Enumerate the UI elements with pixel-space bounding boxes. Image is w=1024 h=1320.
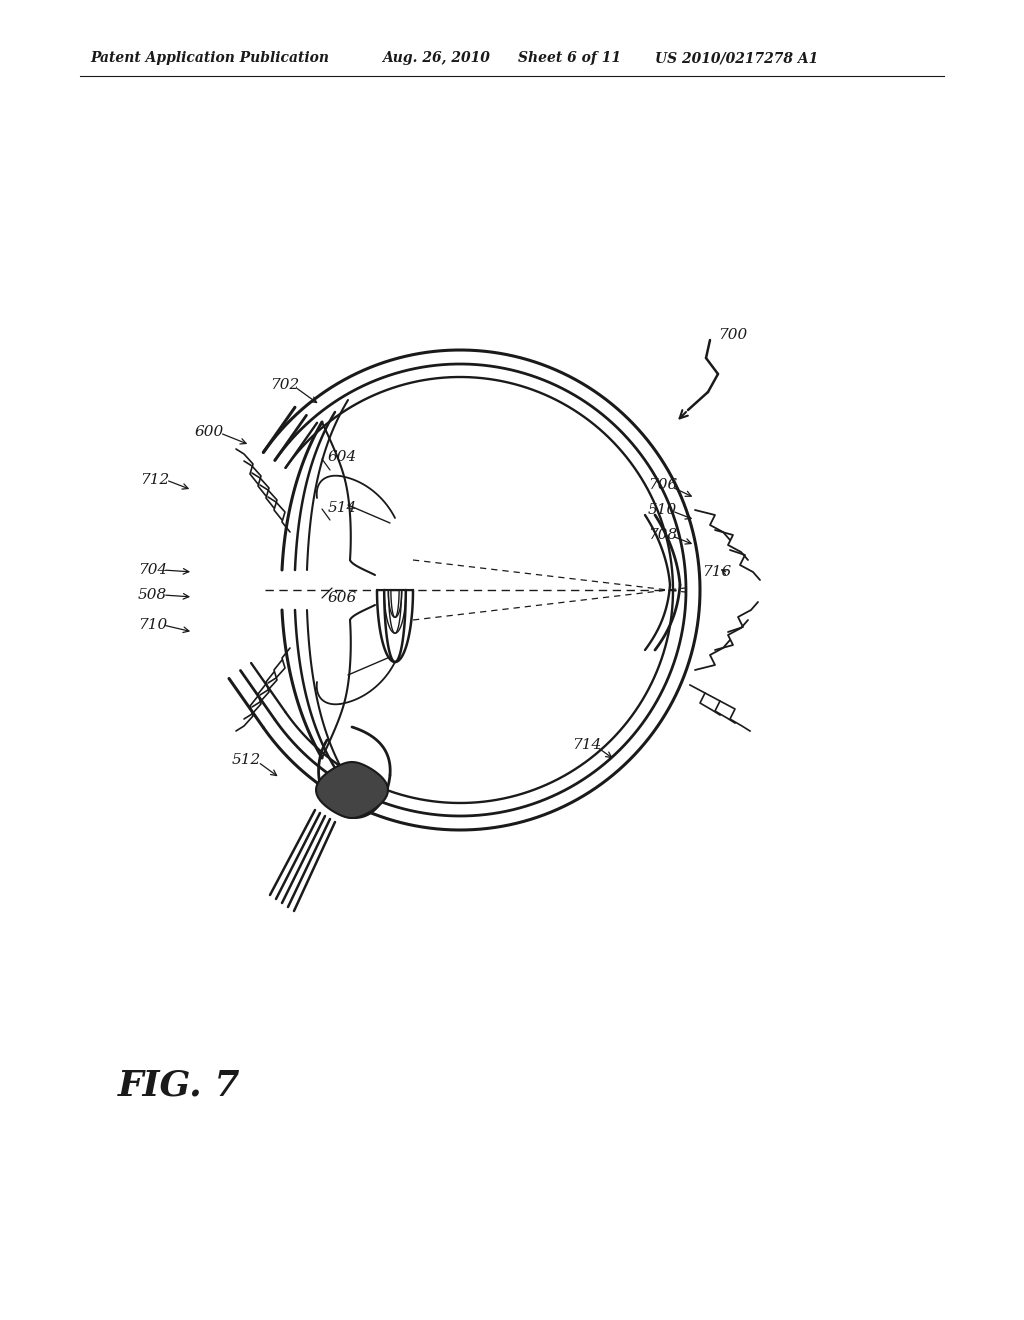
Text: 704: 704 xyxy=(138,564,167,577)
Text: US 2010/0217278 A1: US 2010/0217278 A1 xyxy=(655,51,818,65)
Text: 714: 714 xyxy=(572,738,601,752)
Text: 508: 508 xyxy=(138,587,167,602)
Text: 514: 514 xyxy=(328,502,357,515)
Text: 702: 702 xyxy=(270,378,299,392)
Text: 700: 700 xyxy=(718,327,748,342)
Text: 716: 716 xyxy=(702,565,731,579)
Polygon shape xyxy=(316,762,388,818)
Text: FIG. 7: FIG. 7 xyxy=(118,1068,241,1102)
Text: 708: 708 xyxy=(648,528,677,543)
Text: 706: 706 xyxy=(648,478,677,492)
Text: 606: 606 xyxy=(328,591,357,605)
Text: 510: 510 xyxy=(648,503,677,517)
Text: 512: 512 xyxy=(232,752,261,767)
Text: 600: 600 xyxy=(195,425,224,440)
Text: 710: 710 xyxy=(138,618,167,632)
Text: Aug. 26, 2010: Aug. 26, 2010 xyxy=(382,51,489,65)
Text: Sheet 6 of 11: Sheet 6 of 11 xyxy=(518,51,621,65)
Text: Patent Application Publication: Patent Application Publication xyxy=(90,51,329,65)
Text: 604: 604 xyxy=(328,450,357,465)
Text: 712: 712 xyxy=(140,473,169,487)
